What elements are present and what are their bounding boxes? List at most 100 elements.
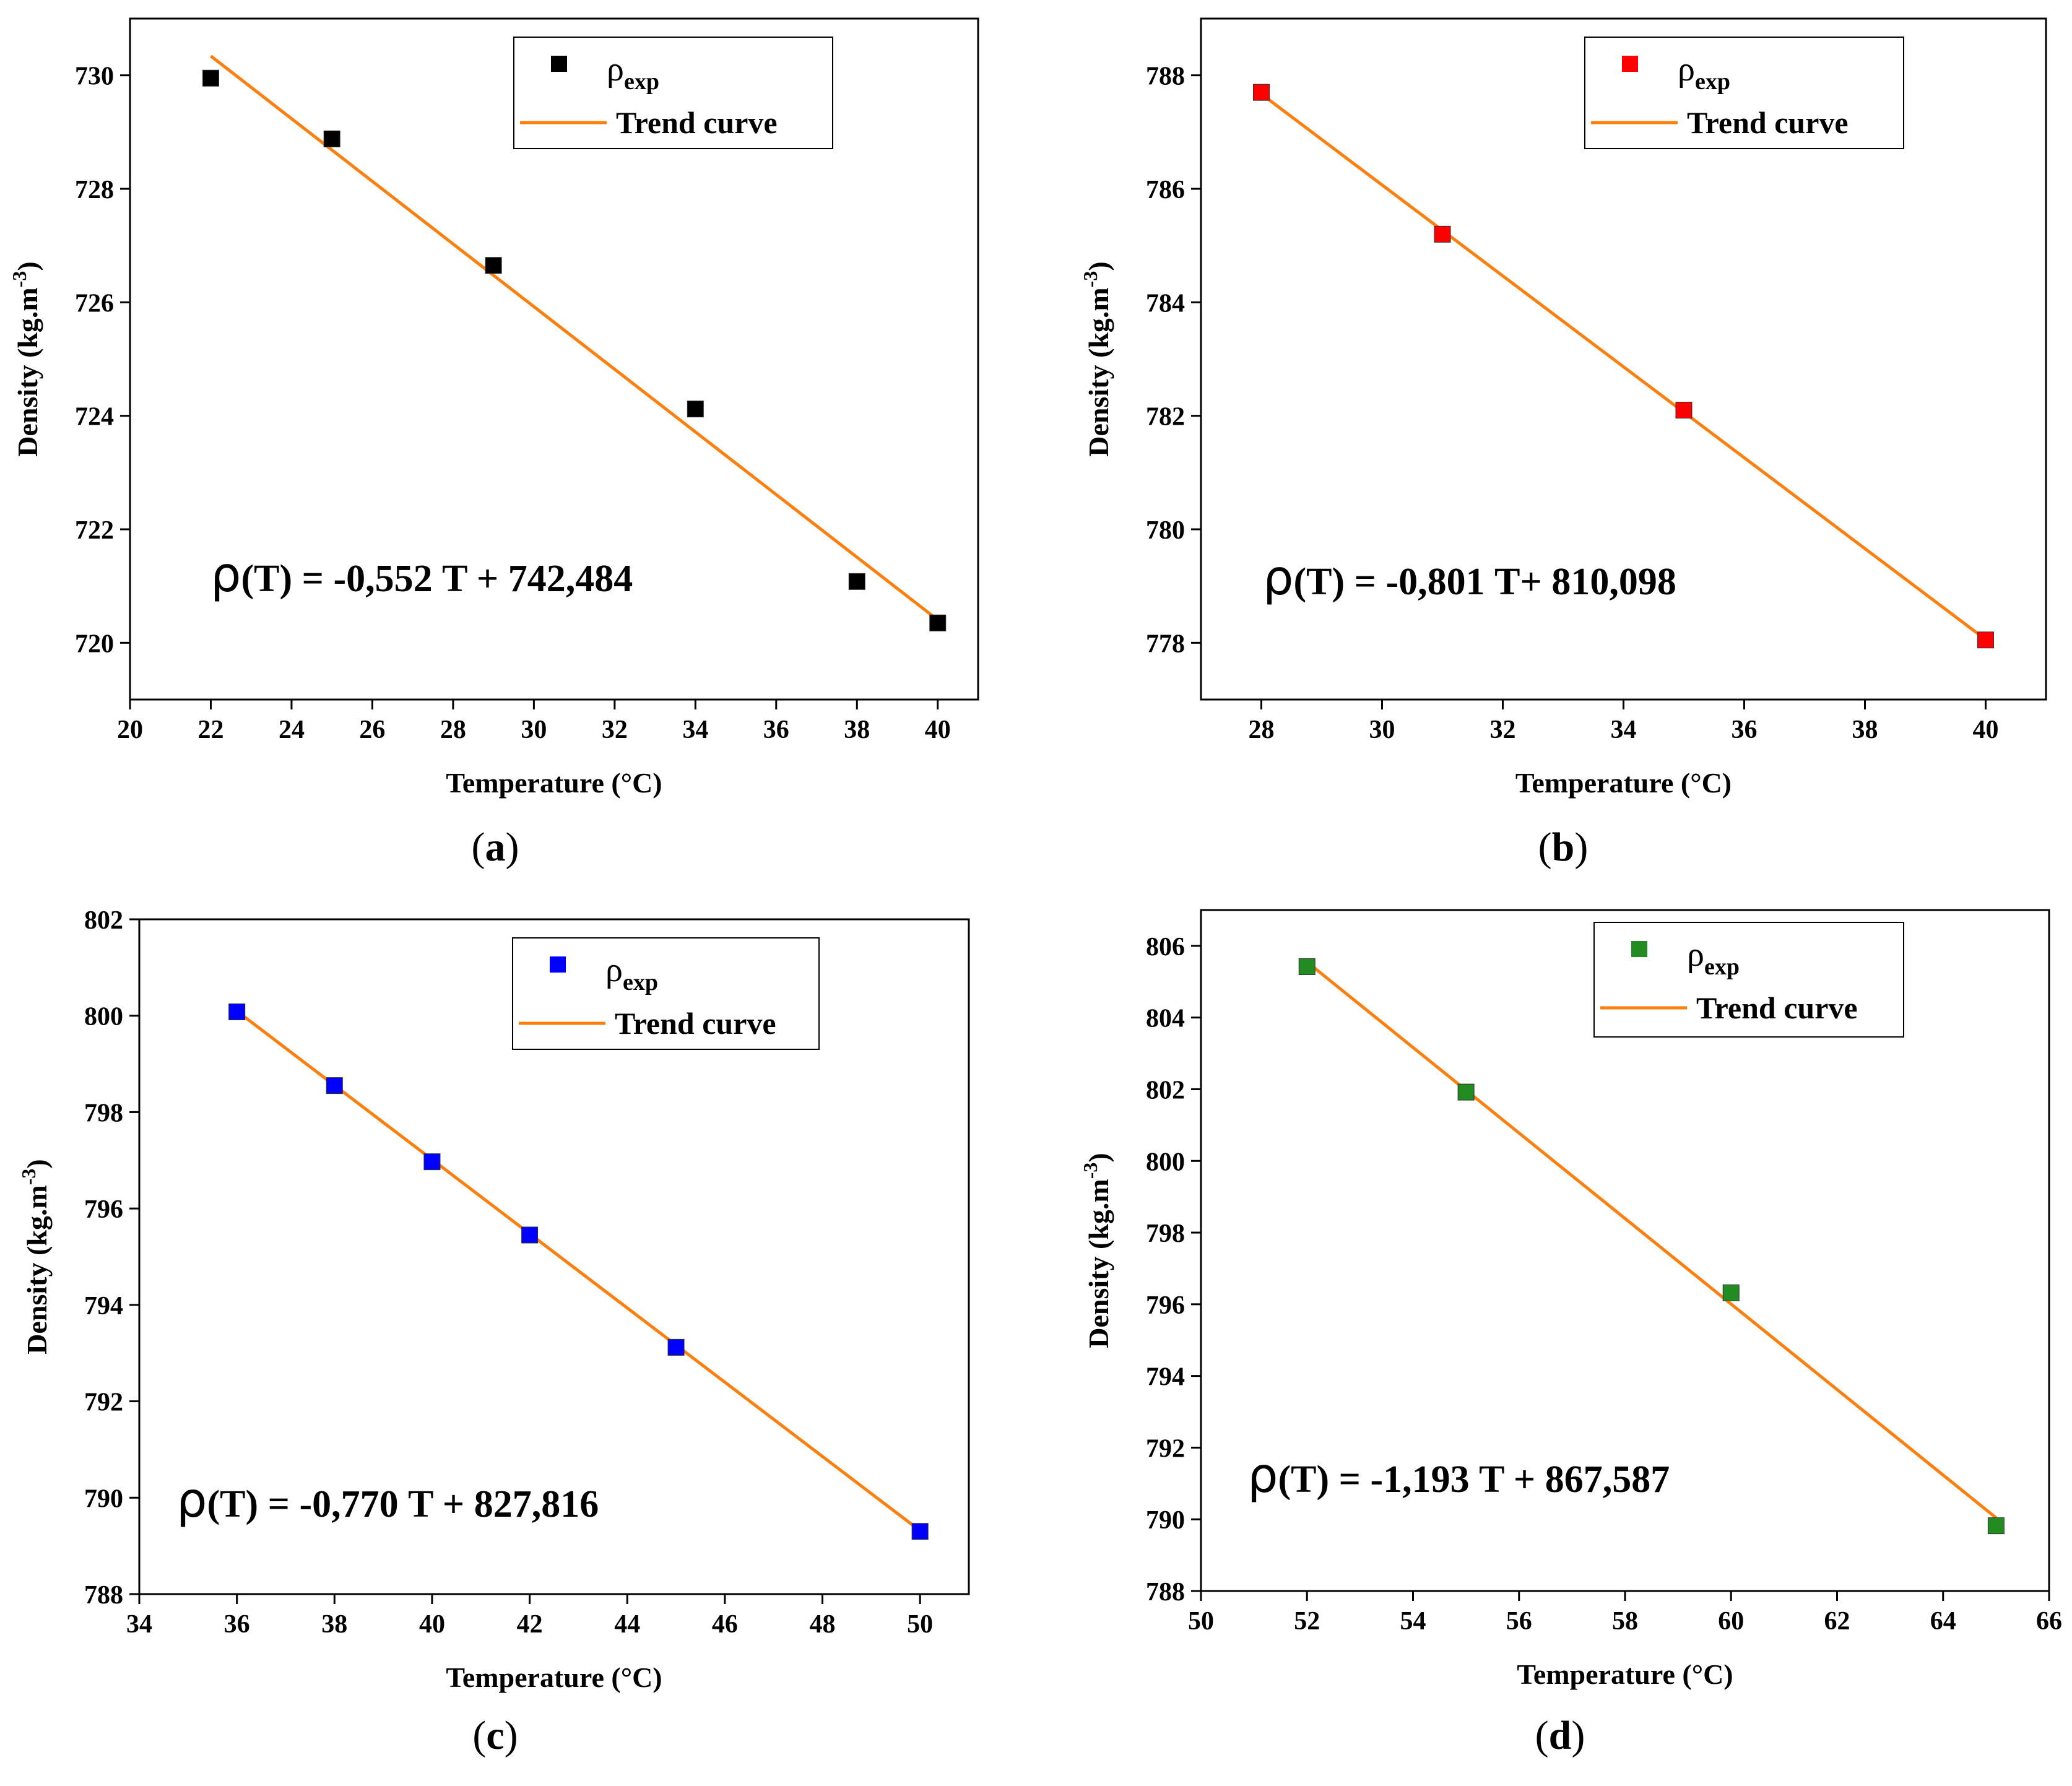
y-axis-title-close: ) <box>21 1159 53 1168</box>
equation-body: (T) = -0,552 T + 742,484 <box>241 558 633 600</box>
panel-d: 50 52 54 56 58 60 62 64 66 788 790 792 794 796 798 800 8… <box>1079 909 2062 1758</box>
regression-equation: ρ(T) = -0,770 T + 827,816 <box>176 1473 599 1528</box>
x-tick-label: 62 <box>1824 1607 1850 1636</box>
y-tick-label: 798 <box>1146 1220 1185 1248</box>
caption-letter: c <box>486 1713 504 1758</box>
x-tick-label: 60 <box>1718 1607 1744 1636</box>
caption-letter: d <box>1549 1713 1572 1758</box>
x-tick-label: 34 <box>1611 716 1637 744</box>
regression-equation: ρ(T) = -0,801 T+ 810,098 <box>1263 550 1676 606</box>
y-tick-label: 800 <box>1146 1148 1185 1176</box>
data-point <box>1675 402 1693 418</box>
plot-frame <box>138 918 970 1595</box>
y-tick-label: 798 <box>84 1099 123 1127</box>
data-point <box>848 573 865 590</box>
legend-label-rho-exp: ρexp <box>1687 935 1740 980</box>
x-tick-label: 54 <box>1400 1607 1426 1636</box>
x-tick-label: 64 <box>1930 1607 1956 1636</box>
x-axis-title: Temperature (°C) <box>1517 1658 1733 1690</box>
trend-line <box>236 1010 921 1532</box>
x-tick-label: 34 <box>126 1610 152 1639</box>
panel-caption: (c) <box>472 1713 518 1758</box>
legend-marker-swatch <box>1622 56 1638 72</box>
y-tick-label: 788 <box>1146 63 1185 91</box>
legend: ρexp Trend curve <box>1584 37 1904 149</box>
equation-rho: ρ <box>210 547 241 603</box>
x-tick-label: 36 <box>1732 716 1758 744</box>
y-tick-label: 800 <box>84 1003 123 1031</box>
y-tick-label: 792 <box>84 1389 123 1417</box>
y-axis-title-superscript: -3 <box>1079 1163 1101 1179</box>
legend-label-trend: Trend curve <box>1687 105 1849 140</box>
y-axis-title-base: Density (kg.m <box>12 287 43 456</box>
y-tick-label: 802 <box>1146 1076 1185 1104</box>
y-axis-title: Density (kg.m-3) <box>1079 261 1114 456</box>
legend-rho: ρ <box>1687 935 1704 974</box>
panel-c: 34 36 38 40 42 44 46 48 50 788 790 792 794 796 798 800 8… <box>17 906 970 1758</box>
y-axis-title-close: ) <box>12 261 43 271</box>
x-tick-label: 24 <box>279 716 305 744</box>
y-tick-label: 794 <box>84 1292 123 1320</box>
equation-rho: ρ <box>1247 1448 1278 1504</box>
x-tick-label: 40 <box>1973 716 1999 744</box>
legend: ρexp Trend curve <box>512 937 820 1050</box>
caption-open-paren: ( <box>1538 825 1552 870</box>
legend-rho-subscript: exp <box>624 69 659 95</box>
y-tick-label: 728 <box>75 176 114 204</box>
x-tick-label: 42 <box>517 1610 543 1639</box>
y-axis-title-superscript: -3 <box>8 271 30 288</box>
y-tick-label: 726 <box>75 289 114 318</box>
x-tick-label: 58 <box>1612 1607 1638 1636</box>
x-axis-title: Temperature (°C) <box>446 767 662 799</box>
x-tick-label: 28 <box>1249 716 1275 744</box>
y-axis-title-base: Density (kg.m <box>1083 1179 1114 1348</box>
equation-body: (T) = -1,193 T + 867,587 <box>1278 1459 1670 1501</box>
legend-rho-subscript: exp <box>1695 69 1730 95</box>
data-point <box>1298 958 1316 975</box>
caption-close-paren: ) <box>1574 825 1588 870</box>
y-tick-label: 788 <box>84 1581 123 1610</box>
data-point <box>1987 1517 2005 1535</box>
data-point <box>929 614 947 631</box>
legend-label-trend: Trend curve <box>615 1006 776 1041</box>
x-tick-label: 38 <box>1852 716 1878 744</box>
y-axis-title: Density (kg.m-3) <box>17 1159 53 1354</box>
y-axis-title: Density (kg.m-3) <box>8 261 43 456</box>
x-tick-label: 20 <box>117 716 143 744</box>
equation-rho: ρ <box>1263 550 1294 606</box>
x-tick-label: 32 <box>602 716 628 744</box>
regression-equation: ρ(T) = -1,193 T + 867,587 <box>1247 1448 1670 1504</box>
y-tick-label: 780 <box>1146 516 1185 545</box>
panel-b: 28 30 32 34 36 38 40 778 780 782 784 786 788 Temperat… <box>1079 17 2047 870</box>
x-tick-label: 34 <box>682 716 708 744</box>
x-axis-title: Temperature (°C) <box>1515 767 1732 799</box>
x-tick-label: 44 <box>614 1610 640 1639</box>
y-tick-label: 788 <box>1146 1578 1185 1606</box>
y-tick-label: 784 <box>1146 289 1185 318</box>
legend-rho-subscript: exp <box>623 969 658 995</box>
legend: ρexp Trend curve <box>513 37 833 149</box>
y-axis-title-base: Density (kg.m <box>21 1185 53 1354</box>
x-axis-title: Temperature (°C) <box>446 1662 662 1693</box>
y-tick-label: 796 <box>84 1195 123 1224</box>
caption-open-paren: ( <box>472 825 485 870</box>
y-axis-title-close: ) <box>1083 261 1114 271</box>
y-tick-label: 722 <box>75 516 114 545</box>
legend-label-rho-exp: ρexp <box>1678 50 1730 95</box>
trend-line <box>1260 92 1987 641</box>
x-tick-label: 38 <box>321 1610 347 1639</box>
x-tick-label: 28 <box>440 716 466 744</box>
caption-close-paren: ) <box>1571 1713 1585 1758</box>
y-tick-label: 794 <box>1146 1363 1185 1392</box>
regression-equation: ρ(T) = -0,552 T + 742,484 <box>210 547 633 603</box>
legend-label-rho-exp: ρexp <box>605 951 658 995</box>
legend-label-trend: Trend curve <box>616 105 778 140</box>
panel-caption: (d) <box>1535 1713 1585 1758</box>
y-tick-label: 720 <box>75 630 114 658</box>
equation-rho: ρ <box>176 1473 207 1528</box>
trend-line <box>209 54 939 622</box>
y-tick-label: 786 <box>1146 176 1185 204</box>
legend-marker-swatch <box>551 56 567 72</box>
x-tick-label: 48 <box>810 1610 836 1639</box>
equation-body: (T) = -0,801 T+ 810,098 <box>1294 561 1676 603</box>
